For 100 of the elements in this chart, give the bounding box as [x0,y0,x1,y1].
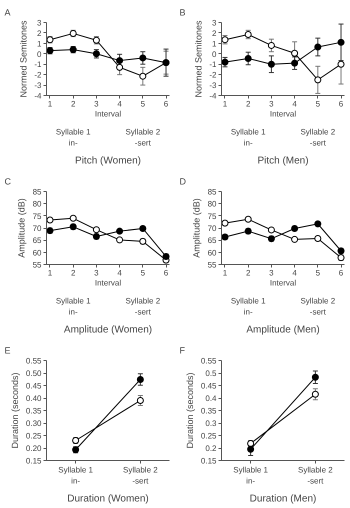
y-tick-label: 65 [208,236,218,246]
y-tick-label: 70 [32,224,42,233]
y-tick-label: 0 [212,50,218,59]
text: Syllable 1 in- [230,296,266,316]
y-tick-label: 75 [208,212,218,221]
x-tick-label: Syllable 1 in- [58,466,94,486]
x-tick-label: Syllable 1 in- [233,466,269,486]
text: Duration (Women) [67,494,149,504]
x-tick-label: 3 [94,268,100,278]
y-tick-label: 60 [32,248,42,258]
text: F [180,346,186,356]
text: Pitch (Men) [257,156,309,166]
y-tick-label: 3 [212,18,218,28]
y-tick-label: -3 [34,81,42,90]
y-tick-label: -4 [209,92,218,100]
x-axis-title: Interval [270,278,296,288]
y-tick-label: 80 [32,200,42,209]
text: Syllable 2 -sert [125,296,161,316]
y-tick-label: -2 [34,70,42,80]
text: Amplitude (Women) [64,324,152,336]
x-tick-label: 3 [269,100,274,108]
y-tick-label: 1 [212,39,218,48]
text: Duration (Men) [250,494,316,504]
y-tick-label: -2 [209,70,218,80]
y-tick-label: 75 [32,212,42,221]
y-tick-label: 2 [212,28,218,38]
y-tick-label: 0.40 [26,394,42,403]
y-tick-label: 0.50 [26,369,42,378]
y-tick-label: 0.35 [200,406,218,416]
y-tick-label: 0.3 [205,419,218,428]
y-axis-title: Duration (seconds) [10,372,20,449]
y-axis-title: Amplitude (dB) [192,198,202,258]
y-tick-label: 55 [32,260,42,270]
y-tick-label: 65 [32,236,42,246]
y-tick-label: 0.45 [200,382,218,390]
y-tick-label: 0.25 [200,432,218,440]
y-tick-label: 3 [37,18,42,28]
x-tick-label: 4 [292,268,298,278]
y-tick-label: -1 [209,60,218,70]
y-tick-label: -1 [34,60,42,70]
text: Syllable 1 in- [56,128,92,148]
y-tick-label: 60 [208,248,218,258]
text: Syllable 2 -sert [300,296,336,316]
text: Syllable 2 -sert [125,128,161,148]
text: A [4,8,11,18]
text: Syllable 1 in- [56,296,92,316]
y-tick-label: 0.55 [200,356,218,366]
y-tick-label: 0.30 [26,419,42,428]
text: Amplitude (Men) [246,324,320,336]
x-tick-label: 2 [246,100,251,108]
y-axis-title: Amplitude (dB) [16,198,27,258]
y-tick-label: -3 [209,81,218,90]
x-tick-label: 6 [164,100,169,108]
x-axis-title: Interval [270,110,296,118]
text: E [4,346,11,356]
y-tick-label: 1 [37,39,42,48]
y-tick-label: 0.5 [205,369,218,378]
y-tick-label: 85 [32,188,42,196]
y-tick-label: 0.55 [26,356,42,366]
y-tick-label: 2 [37,28,42,38]
x-tick-label: 1 [48,268,53,278]
y-tick-label: 0.4 [205,394,218,403]
text: Syllable 2 -sert [300,128,336,148]
x-tick-label: 5 [316,268,321,278]
y-tick-label: 70 [208,224,218,233]
x-tick-label: 5 [316,100,321,108]
x-tick-label: 2 [70,268,76,278]
x-tick-label: 1 [222,268,228,278]
y-tick-label: 0.15 [200,456,218,466]
x-tick-label: 1 [48,100,53,108]
y-tick-label: 0.25 [26,432,42,440]
y-tick-label: 80 [208,200,218,209]
y-axis-title: Normed Semitones [18,20,28,98]
y-tick-label: 55 [208,260,218,270]
text: B [180,8,186,18]
y-axis-title: Normed Semitones [193,20,204,98]
x-tick-label: 4 [117,268,122,278]
x-tick-label: Syllable 2 -sert [123,466,158,486]
x-axis-title: Interval [94,278,122,288]
x-tick-label: 5 [140,268,146,278]
y-tick-label: 0.45 [26,382,42,390]
text: Pitch (Women) [75,156,141,166]
y-tick-label: 0.35 [26,406,42,416]
x-tick-label: 4 [292,100,298,108]
x-tick-label: 4 [117,100,122,108]
x-tick-label: Syllable 2 -sert [298,466,334,486]
x-tick-label: 6 [338,100,344,108]
y-tick-label: 0.15 [26,456,42,466]
x-tick-label: 3 [269,268,274,278]
text: D [180,176,186,186]
x-tick-label: 2 [70,100,76,108]
x-tick-label: 3 [94,100,100,108]
text: C [4,176,12,186]
x-tick-label: 5 [140,100,146,108]
y-tick-label: 85 [208,188,218,196]
y-axis-title: Duration (seconds) [184,372,195,449]
x-tick-label: 1 [222,100,228,108]
x-tick-label: 6 [338,268,344,278]
x-tick-label: 6 [164,268,169,278]
y-tick-label: 0.2 [205,444,218,453]
